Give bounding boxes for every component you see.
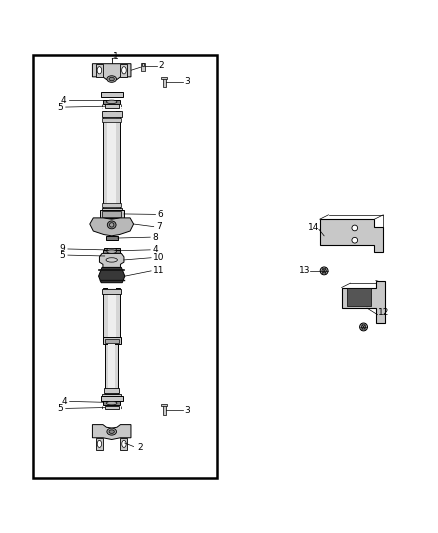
Text: 13: 13 (299, 266, 310, 276)
Bar (161, 77, 167, 79)
Bar (103, 250, 120, 253)
Bar (105, 104, 119, 108)
Polygon shape (99, 253, 124, 268)
Bar (107, 288, 116, 341)
Polygon shape (320, 219, 383, 253)
Polygon shape (342, 280, 385, 322)
Bar (102, 211, 121, 216)
Text: 6: 6 (158, 210, 164, 219)
Ellipse shape (322, 269, 326, 273)
Bar (105, 341, 118, 393)
Ellipse shape (122, 67, 126, 74)
Text: 5: 5 (57, 102, 63, 111)
Ellipse shape (360, 323, 367, 331)
Ellipse shape (320, 267, 328, 275)
Text: 3: 3 (184, 77, 190, 86)
Bar (96, 438, 103, 450)
Text: 9: 9 (60, 245, 66, 254)
Bar (103, 100, 120, 103)
Bar (107, 111, 116, 214)
Bar (103, 111, 120, 214)
Polygon shape (92, 64, 131, 81)
Polygon shape (92, 425, 131, 440)
Ellipse shape (109, 77, 114, 81)
Ellipse shape (352, 225, 357, 231)
Bar (161, 404, 167, 407)
Ellipse shape (97, 440, 102, 447)
Bar (105, 254, 119, 257)
Bar (106, 236, 118, 240)
Bar (102, 204, 121, 207)
Bar (101, 396, 123, 401)
Bar (101, 92, 123, 98)
Ellipse shape (106, 258, 117, 262)
Bar (104, 248, 120, 252)
Text: 4: 4 (153, 245, 158, 254)
Ellipse shape (107, 221, 116, 229)
Bar (102, 111, 122, 117)
Text: 5: 5 (57, 404, 63, 413)
Text: 3: 3 (184, 406, 190, 415)
Text: 10: 10 (153, 253, 165, 262)
Ellipse shape (107, 248, 117, 252)
Text: 4: 4 (61, 95, 66, 104)
Ellipse shape (107, 76, 117, 82)
Ellipse shape (352, 237, 357, 243)
Text: 12: 12 (378, 309, 389, 318)
Bar (120, 438, 127, 450)
Bar (162, 405, 166, 415)
Text: 4: 4 (62, 397, 67, 406)
Bar (142, 63, 144, 66)
Text: 2: 2 (159, 61, 164, 70)
Polygon shape (90, 218, 134, 236)
Ellipse shape (122, 440, 126, 447)
Bar (102, 118, 121, 122)
Ellipse shape (107, 250, 117, 253)
Bar (103, 288, 120, 341)
Bar (33, 55, 217, 478)
Ellipse shape (360, 294, 367, 300)
Ellipse shape (97, 67, 102, 74)
Bar (104, 387, 119, 393)
Text: 1: 1 (113, 52, 119, 61)
Bar (141, 63, 145, 71)
Polygon shape (99, 268, 125, 282)
Ellipse shape (106, 100, 117, 103)
Ellipse shape (109, 430, 114, 433)
Bar (103, 401, 120, 405)
Bar (120, 64, 127, 77)
Bar (102, 337, 121, 344)
Text: 2: 2 (138, 443, 143, 452)
Bar (109, 341, 115, 393)
Text: 11: 11 (153, 266, 165, 276)
Text: 8: 8 (152, 232, 159, 241)
Text: 14: 14 (307, 223, 319, 231)
Bar (102, 288, 121, 294)
Bar (102, 394, 121, 400)
Bar (96, 64, 103, 77)
Bar (105, 406, 119, 409)
Bar (100, 210, 124, 218)
Bar (105, 339, 119, 343)
Ellipse shape (361, 325, 366, 329)
Bar (347, 288, 371, 306)
Ellipse shape (110, 223, 114, 227)
Text: 5: 5 (60, 251, 66, 260)
Text: 7: 7 (156, 222, 162, 231)
Bar (102, 208, 122, 214)
Ellipse shape (107, 428, 117, 435)
Bar (162, 78, 166, 87)
Ellipse shape (106, 401, 117, 405)
